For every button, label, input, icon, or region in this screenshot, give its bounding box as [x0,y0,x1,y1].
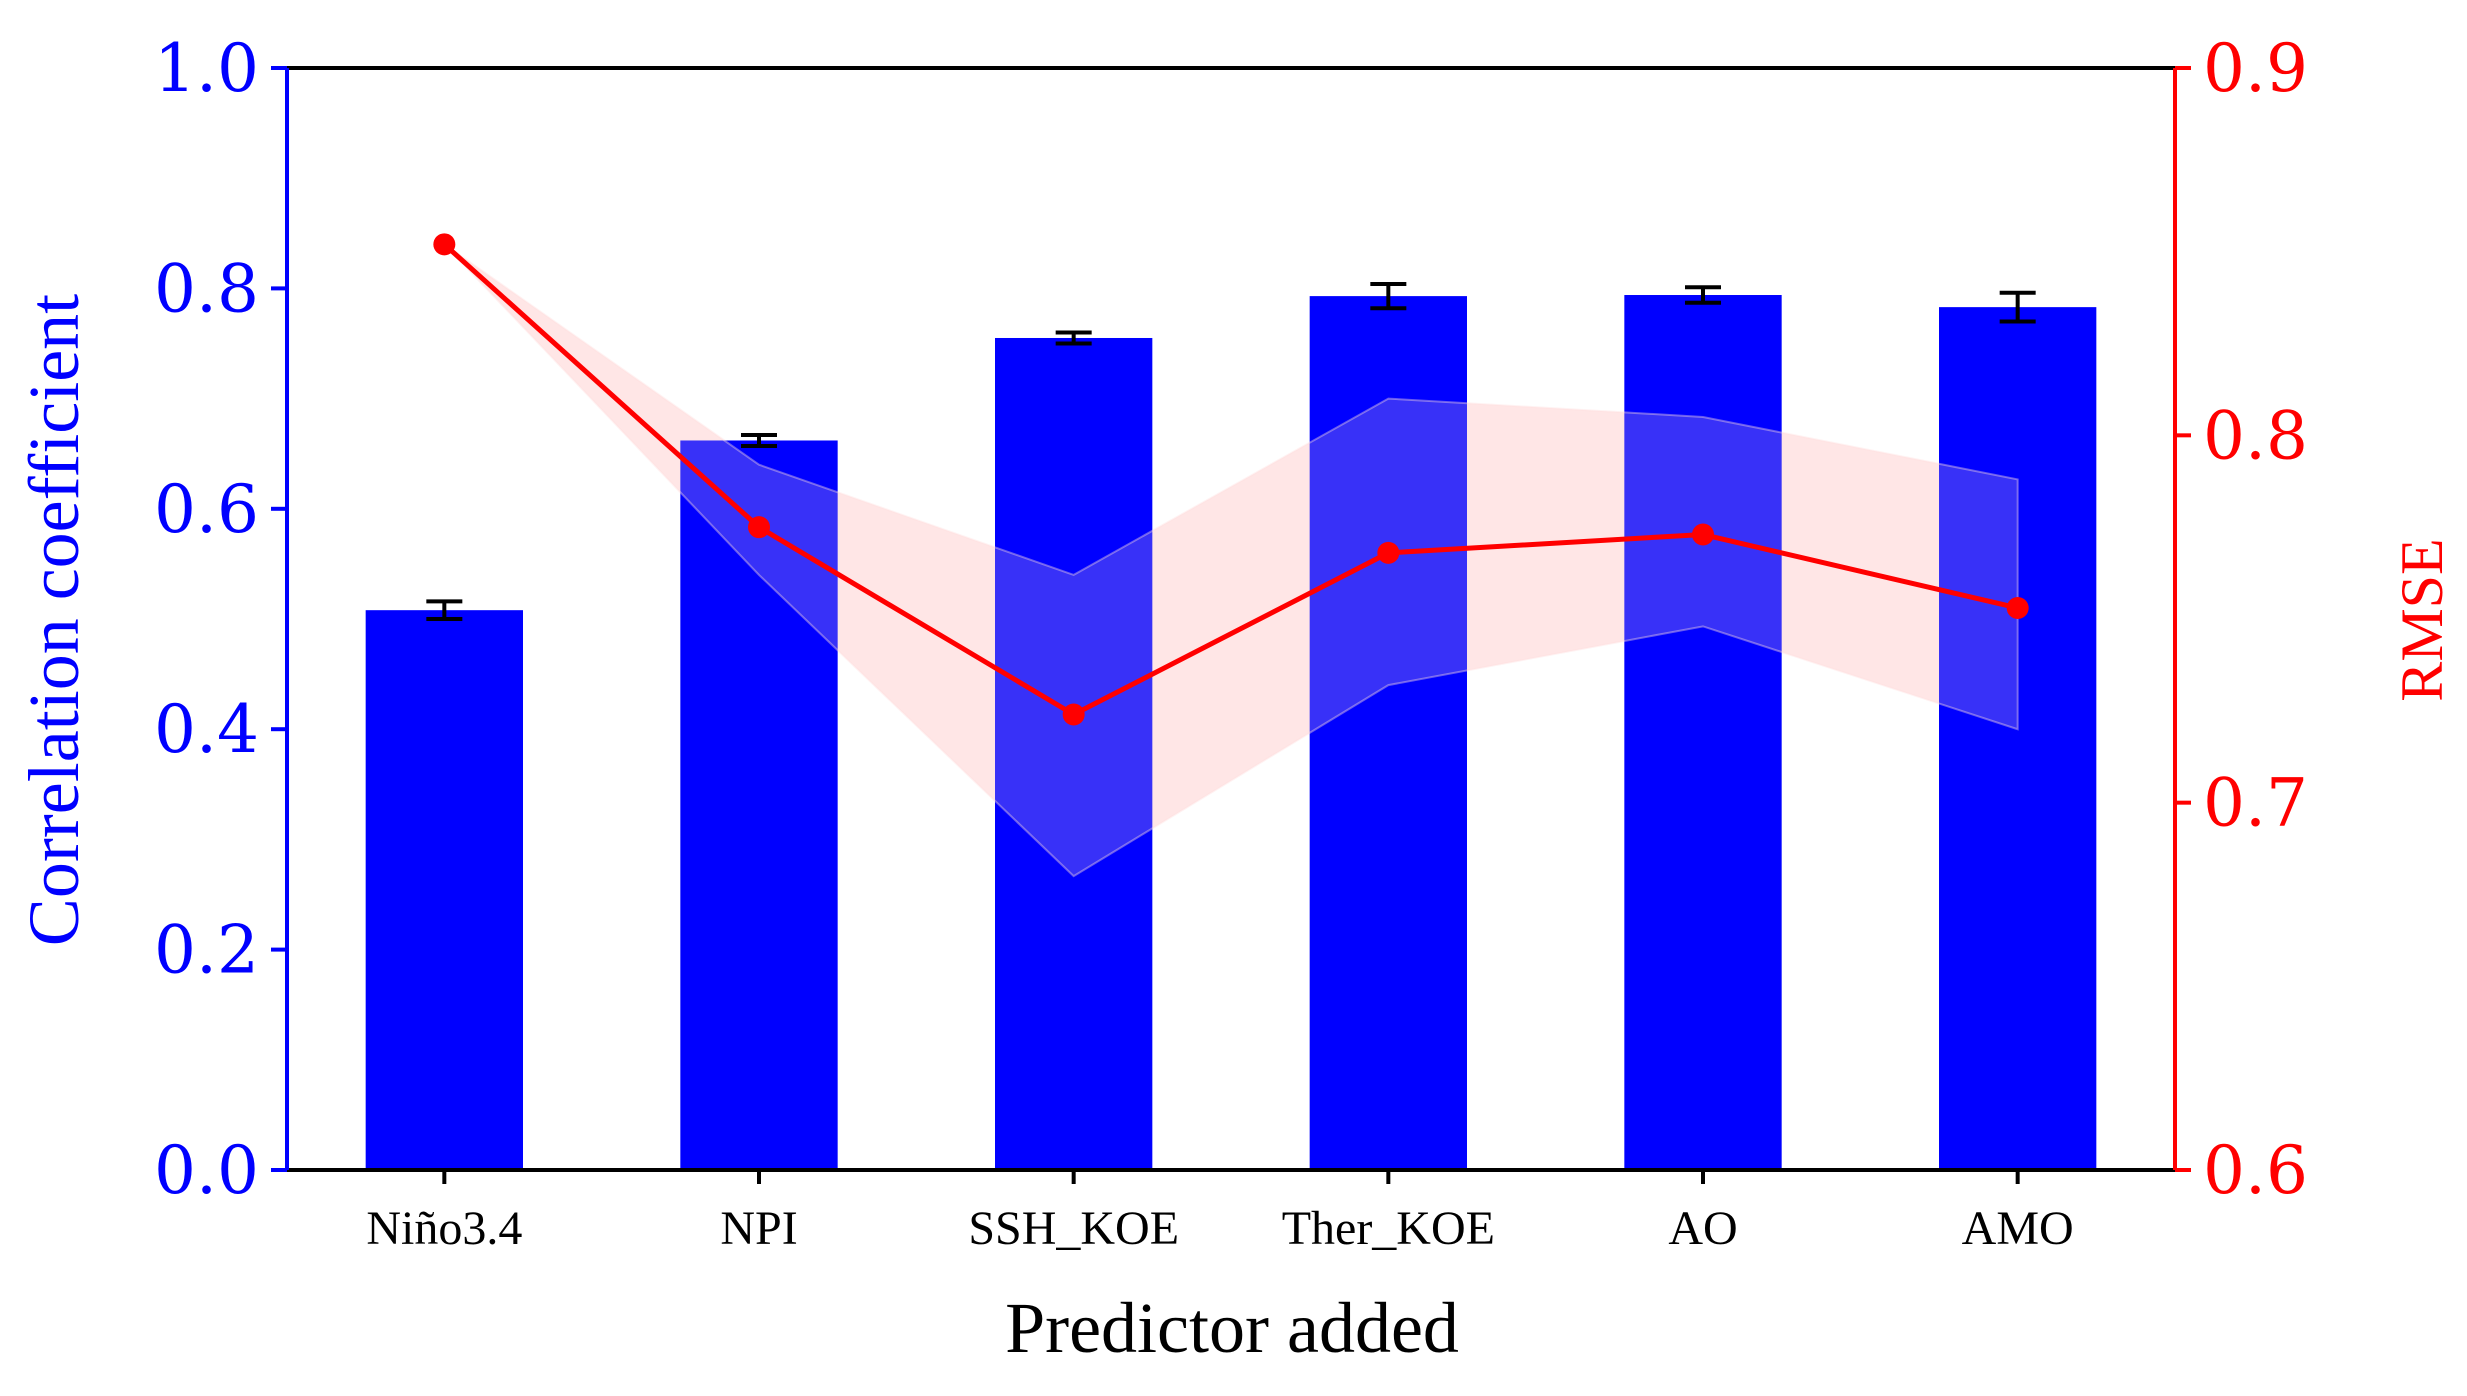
x-axis-label: Predictor added [1005,1288,1459,1368]
rmse-point-1 [433,233,456,256]
right-tick-label-4: 0.9 [2203,30,2308,107]
bar-2 [680,440,838,1170]
right-tick-label-2: 0.7 [2203,765,2308,842]
rmse-point-2 [748,516,770,539]
rmse-band [444,244,2018,877]
rmse-band-layer [444,244,2018,877]
bar-1 [365,610,523,1170]
left-tick-label-5: 0.8 [154,250,259,327]
rmse-line-layer [433,233,2029,726]
bar-6 [1939,307,2097,1170]
axes-layer [271,66,2191,1184]
bar-4 [1309,296,1467,1170]
x-tick-label-3: SSH_KOE [968,1202,1179,1255]
rmse-line [442,242,2019,718]
right-tick-label-3: 0.8 [2203,397,2308,474]
rmse-point-6 [2006,596,2029,619]
x-tick-label-5: AO [1668,1202,1737,1255]
bar-3 [995,337,1153,1170]
text-layer: Predictor added Correlation coefficient … [14,30,2455,1368]
x-tick-label-4: Ther_KOE [1282,1202,1495,1255]
bar-layer [365,243,2097,1171]
rmse-point-5 [1692,523,1714,546]
x-tick-label-2: NPI [720,1202,797,1255]
left-tick-label-6: 1.0 [154,30,259,107]
rmse-point-4 [1377,541,1400,564]
x-tick-label-6: AMO [1962,1202,2074,1255]
rmse-point-3 [1062,703,1085,726]
left-axis-label: Correlation coefficient [14,294,94,946]
right-tick-label-1: 0.6 [2203,1132,2308,1209]
left-tick-label-2: 0.2 [154,912,259,989]
left-tick-label-1: 0.0 [154,1132,259,1209]
errorbar-layer [426,281,2036,621]
left-tick-label-4: 0.6 [154,471,259,548]
bar-5 [1624,295,1782,1171]
right-axis-label: RMSE [2389,538,2455,701]
x-tick-label-1: Niño3.4 [366,1202,522,1255]
left-tick-label-3: 0.4 [154,691,259,768]
